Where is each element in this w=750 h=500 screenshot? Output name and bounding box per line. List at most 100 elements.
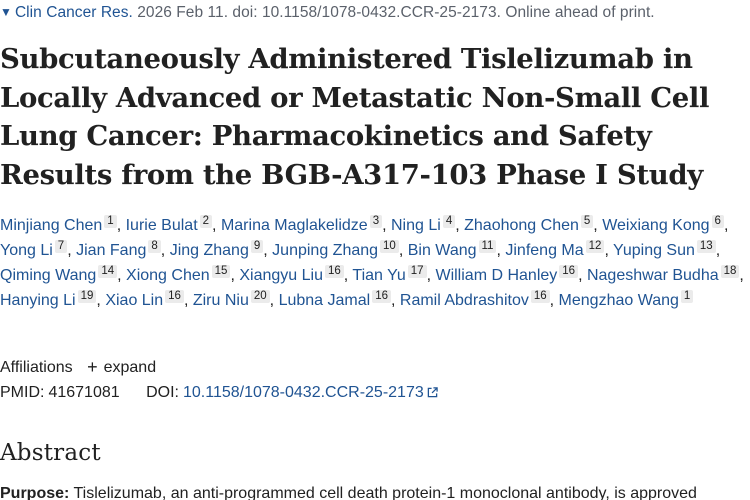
author-item: Mengzhao Wang 1 xyxy=(558,290,694,309)
author-link[interactable]: Bin Wang xyxy=(407,242,477,259)
affiliation-number-badge[interactable]: 8 xyxy=(148,240,161,253)
affiliation-number-badge[interactable]: 20 xyxy=(250,290,270,303)
author-link[interactable]: Tian Yu xyxy=(352,267,406,284)
author-item: Marina Maglakelidze 3, xyxy=(220,215,387,234)
abstract-paragraph: Purpose: Tislelizumab, an anti-programme… xyxy=(0,485,750,500)
affiliation-number-badge[interactable]: 7 xyxy=(54,240,68,253)
abstract-heading: Abstract xyxy=(0,440,101,466)
authors-list: Minjiang Chen 1, Iurie Bulat 2, Marina Mag… xyxy=(0,213,748,313)
author-link[interactable]: Hanying Li xyxy=(0,292,76,309)
doi-label: DOI: xyxy=(146,384,179,401)
affiliation-number-badge[interactable]: 16 xyxy=(324,265,344,278)
author-link[interactable]: Xiong Chen xyxy=(126,267,210,284)
affiliation-number-badge[interactable]: 10 xyxy=(380,240,399,253)
affiliation-number-badge[interactable]: 11 xyxy=(478,240,497,253)
author-item: Jing Zhang 9, xyxy=(169,240,268,259)
identifiers-row: PMID: 41671081 DOI: 10.1158/1078-0432.CCR-… xyxy=(0,384,438,402)
author-link[interactable]: Iurie Bulat xyxy=(125,217,198,234)
author-item: Jian Fang 8, xyxy=(76,240,166,259)
author-item: Ramil Abdrashitov 16, xyxy=(399,290,555,309)
journal-link[interactable]: ▼ Clin Cancer Res. xyxy=(0,4,133,21)
author-item: Yuping Sun 13, xyxy=(613,240,721,259)
affiliation-number-badge[interactable]: 12 xyxy=(585,240,605,253)
article-title: Subcutaneously Administered Tislelizumab… xyxy=(0,43,710,191)
author-link[interactable]: Mengzhao Wang xyxy=(558,292,679,309)
affiliation-number-badge[interactable]: 13 xyxy=(696,240,716,253)
author-link[interactable]: Xiao Lin xyxy=(105,292,164,309)
author-item: Tian Yu 17, xyxy=(352,265,432,284)
expand-label: expand xyxy=(103,359,157,376)
pmid-label: PMID: xyxy=(0,384,45,401)
pmid-value: 41671081 xyxy=(48,384,120,401)
author-link[interactable]: Lubna Jamal xyxy=(278,292,371,309)
author-link[interactable]: Minjiang Chen xyxy=(0,217,103,234)
citation-line: ▼ Clin Cancer Res. 2026 Feb 11. doi: 10.1… xyxy=(0,4,655,22)
author-item: Qiming Wang 14, xyxy=(0,265,122,284)
affiliations-row: Affiliations + expand xyxy=(0,356,156,377)
affiliation-number-badge[interactable]: 19 xyxy=(77,290,97,303)
author-link[interactable]: Ziru Niu xyxy=(192,292,249,309)
author-link[interactable]: Jinfeng Ma xyxy=(505,242,584,259)
affiliation-number-badge[interactable]: 9 xyxy=(250,240,264,253)
doi-link[interactable]: 10.1158/1078-0432.CCR-25-2173 xyxy=(183,384,438,401)
affiliation-number-badge[interactable]: 16 xyxy=(165,290,184,303)
affiliation-number-badge[interactable]: 2 xyxy=(199,215,213,228)
author-item: Lubna Jamal 16, xyxy=(278,290,396,309)
affiliation-number-badge[interactable]: 1 xyxy=(680,290,694,303)
affiliation-number-badge[interactable]: 3 xyxy=(369,215,383,228)
author-link[interactable]: Jian Fang xyxy=(76,242,147,259)
affiliation-number-badge[interactable]: 18 xyxy=(720,265,740,278)
purpose-text: Tislelizumab, an anti-programmed cell de… xyxy=(73,485,697,500)
affiliation-number-badge[interactable]: 1 xyxy=(104,215,117,228)
author-item: Weixiang Kong 6, xyxy=(602,215,729,234)
author-item: Yong Li 7, xyxy=(0,240,72,259)
author-link[interactable]: Ning Li xyxy=(391,217,441,234)
affiliations-label: Affiliations xyxy=(0,359,73,376)
purpose-label: Purpose: xyxy=(0,485,70,500)
author-item: Jinfeng Ma 12, xyxy=(505,240,609,259)
author-item: Zhaohong Chen 5, xyxy=(464,215,598,234)
author-item: Hanying Li 19, xyxy=(0,290,101,309)
doi-value: 10.1158/1078-0432.CCR-25-2173 xyxy=(182,384,424,401)
author-link[interactable]: Zhaohong Chen xyxy=(464,217,579,234)
author-link[interactable]: Marina Maglakelidze xyxy=(220,217,368,234)
author-item: Junping Zhang 10, xyxy=(272,240,404,259)
affiliation-number-badge[interactable]: 16 xyxy=(372,290,391,303)
author-link[interactable]: Qiming Wang xyxy=(0,267,97,284)
author-link[interactable]: Yuping Sun xyxy=(613,242,695,259)
affiliation-number-badge[interactable]: 15 xyxy=(211,265,231,278)
author-item: Ning Li 4, xyxy=(391,215,460,234)
author-link[interactable]: William D Hanley xyxy=(435,267,558,284)
doi-block: DOI: 10.1158/1078-0432.CCR-25-2173 xyxy=(146,384,438,401)
author-item: Xiangyu Liu 16, xyxy=(239,265,349,284)
affiliation-number-badge[interactable]: 14 xyxy=(98,265,118,278)
affiliation-number-badge[interactable]: 5 xyxy=(580,215,594,228)
affiliation-number-badge[interactable]: 16 xyxy=(559,265,579,278)
author-item: Xiao Lin 16, xyxy=(105,290,189,309)
affiliation-number-badge[interactable]: 17 xyxy=(407,265,427,278)
affiliation-number-badge[interactable]: 4 xyxy=(442,215,456,228)
affiliations-expand-button[interactable]: + expand xyxy=(87,357,157,377)
citation-details: 2026 Feb 11. doi: 10.1158/1078-0432.CCR-… xyxy=(137,4,655,21)
triangle-down-icon: ▼ xyxy=(0,5,12,19)
author-link[interactable]: Nageshwar Budha xyxy=(586,267,719,284)
author-item: Nageshwar Budha 18, xyxy=(586,265,744,284)
journal-name: Clin Cancer Res. xyxy=(14,4,133,21)
author-item: William D Hanley 16, xyxy=(435,265,583,284)
author-link[interactable]: Junping Zhang xyxy=(272,242,379,259)
external-link-icon xyxy=(427,387,438,398)
author-item: Bin Wang 11, xyxy=(407,240,501,259)
author-item: Xiong Chen 15, xyxy=(126,265,235,284)
affiliation-number-badge[interactable]: 6 xyxy=(711,215,724,228)
author-item: Iurie Bulat 2, xyxy=(125,215,217,234)
author-item: Ziru Niu 20, xyxy=(192,290,275,309)
author-link[interactable]: Weixiang Kong xyxy=(602,217,710,234)
author-link[interactable]: Xiangyu Liu xyxy=(239,267,323,284)
author-link[interactable]: Ramil Abdrashitov xyxy=(399,292,529,309)
plus-icon: + xyxy=(87,357,98,377)
author-link[interactable]: Jing Zhang xyxy=(169,242,249,259)
author-item: Minjiang Chen 1, xyxy=(0,215,122,234)
affiliation-number-badge[interactable]: 16 xyxy=(530,290,550,303)
author-link[interactable]: Yong Li xyxy=(0,242,53,259)
